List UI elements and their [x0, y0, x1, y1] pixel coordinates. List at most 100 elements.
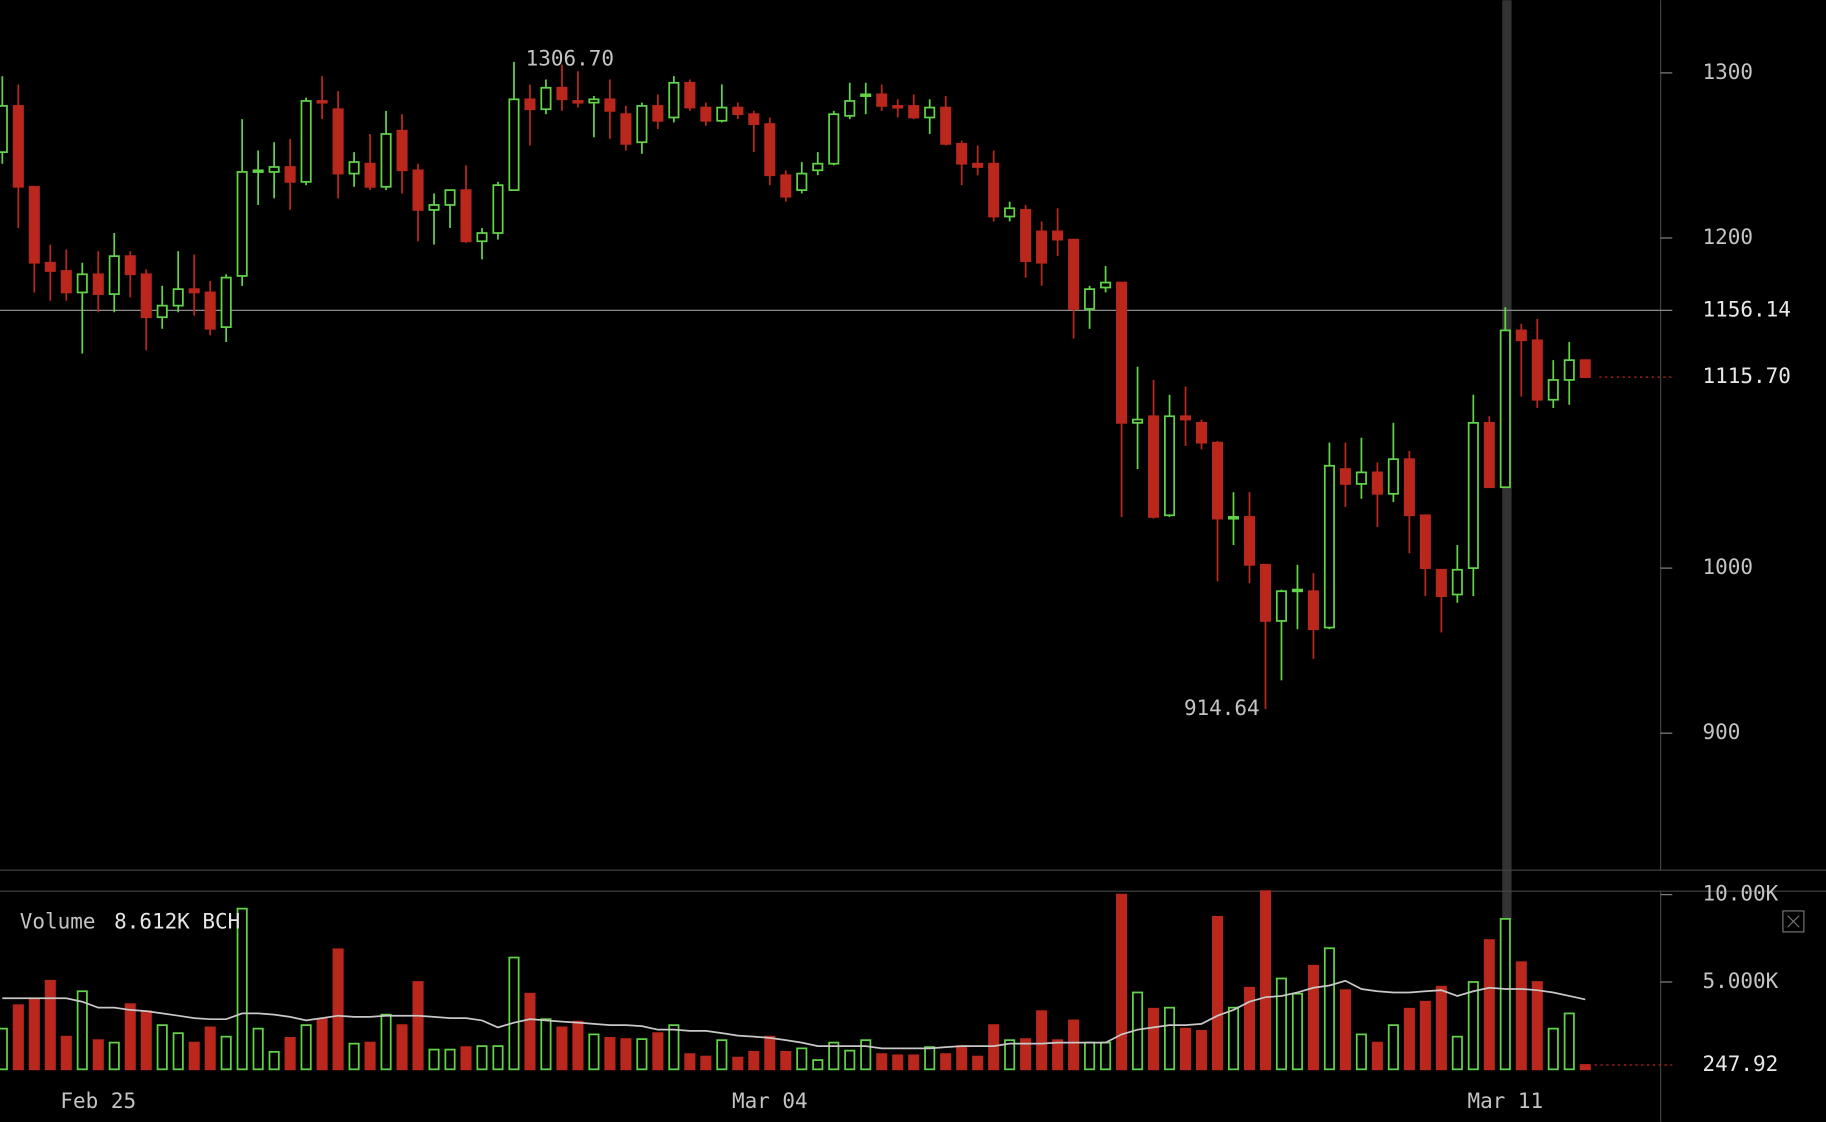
volume-bar — [588, 1033, 600, 1071]
volume-bar — [924, 1046, 936, 1071]
candle-body — [1387, 458, 1399, 495]
volume-bar — [1243, 986, 1256, 1071]
volume-bar — [620, 1038, 632, 1071]
candle-body — [1148, 415, 1160, 518]
volume-bar — [1435, 985, 1447, 1071]
volume-bar — [140, 1010, 152, 1071]
volume-bar — [828, 1041, 840, 1071]
volume-bar — [556, 1026, 568, 1071]
candle-body — [428, 204, 440, 211]
candle-body — [1467, 421, 1479, 569]
candle-body — [1435, 568, 1447, 598]
candle-body — [444, 189, 456, 206]
close-icon[interactable] — [1787, 915, 1800, 928]
volume-bar — [796, 1047, 808, 1071]
candle-body — [492, 184, 504, 234]
candle-body — [972, 162, 984, 168]
candle-body — [364, 162, 376, 188]
volume-bar — [956, 1045, 968, 1071]
candle-body — [12, 105, 24, 188]
volume-bar — [444, 1048, 456, 1071]
candle-body — [172, 288, 184, 307]
candle-body — [540, 86, 552, 111]
candle-body — [1419, 514, 1431, 569]
candle-body — [620, 113, 632, 145]
candle-body — [476, 232, 488, 243]
volume-bar — [124, 1003, 136, 1071]
close-box[interactable] — [1782, 910, 1805, 933]
candle-body — [60, 270, 72, 294]
candle-body — [1275, 590, 1287, 622]
volume-bar — [716, 1039, 728, 1071]
candle-body — [204, 291, 216, 330]
candle-body — [796, 172, 808, 191]
candle-body — [1259, 563, 1272, 622]
x-tick-label: Mar 11 — [1467, 1089, 1543, 1113]
candle-body — [252, 169, 264, 173]
volume-bar — [1563, 1012, 1575, 1071]
candle-body — [1227, 516, 1240, 520]
marks: 900 1000 1200 1300 Feb 25 Mar 04 Mar 11 1156.14… — [0, 47, 1791, 1113]
candle-body — [460, 189, 472, 243]
candle-body — [28, 185, 40, 264]
volume-bar — [892, 1054, 904, 1071]
candle-body — [860, 93, 872, 97]
volume-bar — [1515, 961, 1527, 1071]
volume-bar — [0, 1027, 8, 1071]
candle-body — [92, 273, 104, 295]
volume-bar — [1387, 1024, 1399, 1071]
candle-body — [1307, 590, 1319, 631]
candle-body — [1068, 238, 1080, 310]
low-annotation: 914.64 — [1184, 696, 1260, 720]
volume-bar — [1275, 977, 1287, 1071]
candle-body — [412, 169, 424, 211]
volume-bar — [764, 1035, 776, 1071]
candle-body — [76, 273, 88, 294]
candle-body — [588, 98, 600, 104]
volume-legend-title: Volume — [20, 910, 96, 934]
candle-body — [1403, 458, 1415, 517]
volume-bar — [300, 1024, 312, 1071]
volume-bar — [1068, 1019, 1080, 1071]
candle-body — [572, 100, 584, 104]
candle-body — [1116, 281, 1128, 424]
volume-bar — [1419, 1000, 1431, 1071]
volume-bar — [1179, 1027, 1192, 1071]
y-tick-label: 10.00K — [1703, 882, 1779, 906]
volume-bar — [268, 1050, 280, 1071]
volume-bar — [1355, 1033, 1367, 1071]
volume-bar — [348, 1042, 360, 1071]
high-annotation: 1306.70 — [526, 47, 614, 71]
candle-body — [1052, 230, 1064, 241]
candle-body — [524, 98, 536, 111]
volume-bar — [204, 1026, 216, 1071]
candle-body — [732, 106, 744, 116]
candle-body — [268, 166, 280, 173]
candle-body — [124, 255, 136, 276]
volume-bar — [604, 1037, 616, 1071]
volume-bar — [876, 1053, 888, 1071]
candle-body — [876, 93, 888, 107]
volume-bar — [1403, 1007, 1415, 1071]
volume-bar — [316, 1018, 328, 1071]
close-button[interactable] — [1782, 910, 1805, 933]
candle-body — [108, 255, 120, 295]
volume-bar — [1307, 964, 1319, 1071]
candle-body — [284, 166, 296, 183]
volume-bar — [652, 1032, 664, 1071]
volume-bar — [1052, 1039, 1064, 1071]
volume-bar — [1084, 1041, 1096, 1071]
candle-body — [1084, 288, 1096, 310]
candle-body — [188, 288, 200, 294]
last-price-label: 1115.70 — [1703, 364, 1791, 388]
candle-body — [1036, 230, 1048, 264]
volume-bar — [780, 1050, 792, 1071]
volume-bar — [1164, 1006, 1176, 1071]
candle-body — [316, 100, 328, 104]
candle-body — [1004, 207, 1016, 218]
volume-bar — [540, 1018, 552, 1071]
candle-body — [716, 106, 728, 122]
candle-body — [908, 105, 920, 119]
candle-body — [1195, 421, 1208, 444]
candle-body — [1211, 441, 1224, 520]
